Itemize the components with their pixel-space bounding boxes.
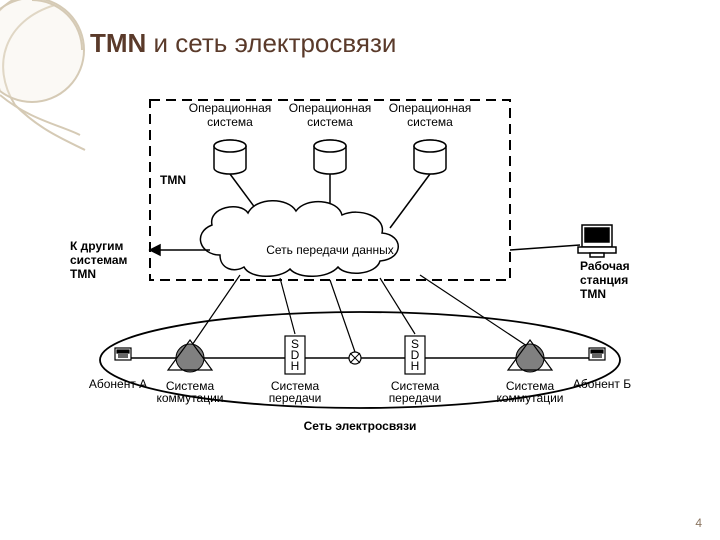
svg-text:H: H xyxy=(291,359,300,373)
switch-2-label: Системакоммутации xyxy=(496,379,563,405)
telecom-net-label: Сеть электросвязи xyxy=(304,419,417,433)
sub-b-label: Абонент Б xyxy=(573,377,631,391)
subscriber-b xyxy=(589,348,605,360)
switch-1 xyxy=(168,340,212,372)
cloud-label: Сеть передачи данных xyxy=(266,243,394,257)
ws-connector xyxy=(510,245,580,250)
subscriber-a xyxy=(115,348,131,360)
os-labels: Операционнаясистема Операционнаясистема … xyxy=(189,101,472,129)
workstation-label: РабочаястанцияTMN xyxy=(580,259,630,301)
switch-1-label: Системакоммутации xyxy=(156,379,223,405)
sub-a-label: Абонент А xyxy=(89,377,147,391)
cloud-to-nodes xyxy=(190,275,530,352)
to-other-tmn-label: К другимсистемамTMN xyxy=(70,239,128,281)
tx-2-label: Системапередачи xyxy=(389,379,442,405)
svg-text:H: H xyxy=(411,359,420,373)
to-other-tmn xyxy=(150,245,210,255)
switch-2 xyxy=(508,340,552,372)
os-label-2: Операционнаясистема xyxy=(289,101,372,129)
os-label-1: Операционнаясистема xyxy=(189,101,272,129)
tmn-label: TMN xyxy=(160,173,186,187)
tx-1-label: Системапередачи xyxy=(269,379,322,405)
page-title: TMN и сеть электросвязи xyxy=(90,28,396,59)
data-network-cloud: Сеть передачи данных xyxy=(200,201,398,277)
title-rest: и сеть электросвязи xyxy=(146,28,396,58)
os-label-3: Операционнаясистема xyxy=(389,101,472,129)
db-3 xyxy=(390,140,446,228)
sdh-1: S D H xyxy=(285,336,305,374)
tmn-diagram: TMN Операционнаясистема Операционнаясист… xyxy=(60,90,660,460)
sdh-2: S D H xyxy=(405,336,425,374)
title-tmn: TMN xyxy=(90,28,146,58)
page-number: 4 xyxy=(695,516,702,530)
workstation-icon xyxy=(578,225,616,257)
